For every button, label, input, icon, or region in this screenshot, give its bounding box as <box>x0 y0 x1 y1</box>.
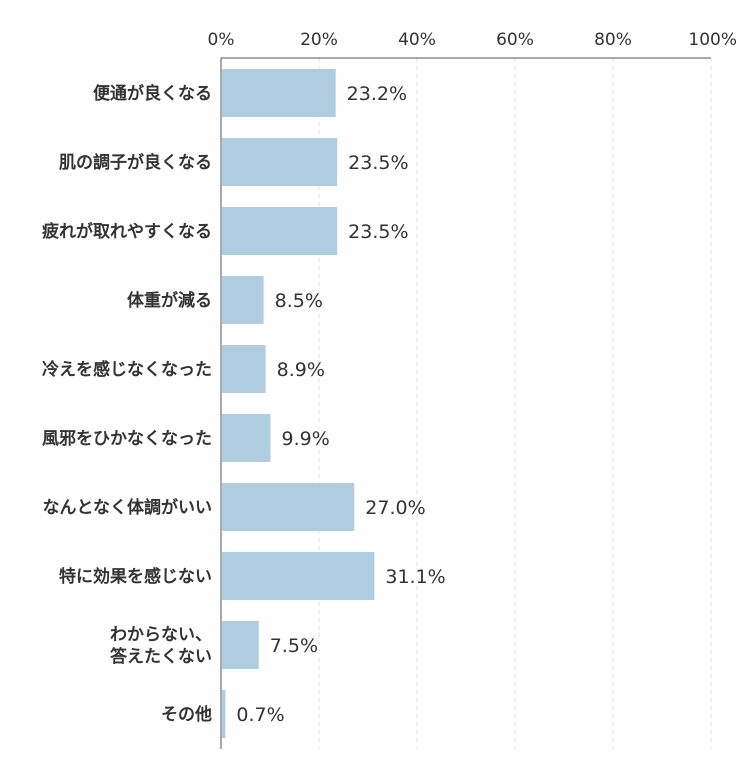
bar <box>222 552 375 600</box>
category-label: 特に効果を感じない <box>59 566 212 587</box>
category-label: 便通が良くなる <box>93 83 212 104</box>
category-label: 風邪をひかなくなった <box>42 429 212 449</box>
bar <box>222 69 336 117</box>
bar <box>222 621 259 669</box>
data-label: 23.2% <box>347 83 407 105</box>
category-label: その他 <box>161 704 212 725</box>
data-label: 27.0% <box>365 497 425 519</box>
category-label: なんとなく体調がいい <box>43 497 213 518</box>
category-label: 肌の調子が良くなる <box>59 152 212 173</box>
bar <box>222 345 266 393</box>
bar <box>222 276 264 324</box>
data-label: 23.5% <box>348 152 408 174</box>
category-label: わからない、答えたくない <box>110 625 212 667</box>
data-label: 9.9% <box>282 428 330 450</box>
bar <box>222 207 338 255</box>
bar <box>222 690 226 738</box>
x-tick-label: 80% <box>594 30 632 50</box>
category-label: 冷えを感じなくなった <box>42 359 212 380</box>
data-label: 23.5% <box>348 221 408 243</box>
bar <box>222 483 355 531</box>
category-label: 体重が減る <box>127 290 212 311</box>
x-tick-label: 40% <box>398 30 436 50</box>
category-label: 疲れが取れやすくなる <box>42 221 212 242</box>
data-label: 0.7% <box>236 704 284 726</box>
data-label: 7.5% <box>270 635 318 657</box>
x-tick-label: 0% <box>208 30 235 50</box>
bar <box>222 414 271 462</box>
bar <box>222 138 338 186</box>
x-tick-label: 60% <box>496 30 534 50</box>
x-tick-label: 20% <box>300 30 338 50</box>
data-label: 8.5% <box>275 290 323 312</box>
data-label: 31.1% <box>385 566 445 588</box>
data-label: 8.9% <box>277 359 325 381</box>
x-tick-label: 100% <box>688 30 737 50</box>
